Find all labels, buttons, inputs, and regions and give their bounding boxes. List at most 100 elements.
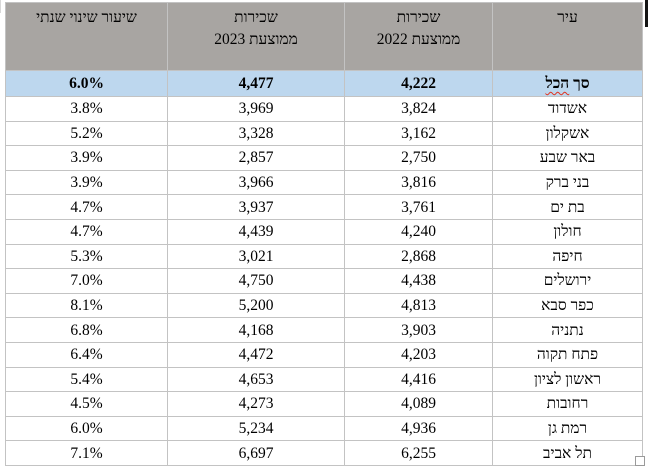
- total-rent-2023-cell[interactable]: 4,477: [167, 70, 345, 97]
- rent-2022-cell[interactable]: 2,868: [344, 243, 493, 270]
- table-row: רחובות 4,089 4,273 4.5%: [5, 391, 643, 417]
- rent-2022-cell[interactable]: 4,813: [344, 292, 493, 319]
- annual-change-cell[interactable]: 5.4%: [5, 366, 168, 393]
- city-cell[interactable]: כפר סבא: [492, 292, 643, 319]
- city-cell[interactable]: בת ים: [492, 194, 643, 220]
- rent-2023-cell[interactable]: 6,697: [167, 440, 345, 466]
- col-header-rent-2023[interactable]: שכירות ממוצעת 2023: [167, 2, 345, 71]
- col-header-city-label: עיר: [557, 9, 578, 26]
- rent-2023-cell[interactable]: 2,857: [167, 145, 345, 171]
- rent-2022-cell[interactable]: 2,750: [344, 145, 493, 171]
- rent-2023-cell[interactable]: 5,234: [167, 415, 345, 442]
- annual-change-cell[interactable]: 6.8%: [5, 317, 168, 343]
- table-row: נתניה 3,903 4,168 6.8%: [5, 317, 643, 343]
- rent-2023-cell[interactable]: 4,168: [167, 317, 345, 343]
- table-row: תל אביב 6,255 6,697 7.1%: [5, 440, 643, 466]
- rent-2022-cell[interactable]: 4,936: [344, 415, 493, 442]
- col-header-annual-change[interactable]: שיעור שינוי שנתי: [5, 2, 168, 71]
- table-row: רמת גן 4,936 5,234 6.0%: [5, 415, 643, 442]
- city-cell[interactable]: בני ברק: [492, 169, 643, 196]
- rent-2022-cell[interactable]: 4,203: [344, 341, 493, 368]
- total-row: סך הכל 4,222 4,477 6.0%: [5, 70, 643, 97]
- table-row: אשדוד 3,824 3,969 3.8%: [5, 96, 643, 122]
- rent-2022-cell[interactable]: 4,438: [344, 268, 493, 294]
- total-label-spellchecked: הכל: [545, 75, 570, 92]
- col-header-rent-2022[interactable]: שכירות ממוצעת 2022: [344, 2, 493, 71]
- table-row: אשקלון 3,162 3,328 5.2%: [5, 120, 643, 147]
- table-row: בני ברק 3,816 3,966 3.9%: [5, 169, 643, 196]
- rent-2023-cell[interactable]: 3,937: [167, 194, 345, 220]
- rent-2022-cell[interactable]: 3,824: [344, 96, 493, 122]
- table-resize-handle[interactable]: [635, 456, 645, 466]
- col-header-rent-2023-line1: שכירות: [234, 9, 278, 26]
- table-row: חולון 4,240 4,439 4.7%: [5, 218, 643, 245]
- annual-change-cell[interactable]: 5.3%: [5, 243, 168, 270]
- table-row: בת ים 3,761 3,937 4.7%: [5, 194, 643, 220]
- annual-change-cell[interactable]: 4.7%: [5, 218, 168, 245]
- rent-2022-cell[interactable]: 3,903: [344, 317, 493, 343]
- rent-2022-cell[interactable]: 3,816: [344, 169, 493, 196]
- rent-2023-cell[interactable]: 4,439: [167, 218, 345, 245]
- rent-2022-cell[interactable]: 3,162: [344, 120, 493, 147]
- annual-change-cell[interactable]: 8.1%: [5, 292, 168, 319]
- total-rent-2022-cell[interactable]: 4,222: [344, 70, 493, 97]
- annual-change-cell[interactable]: 7.1%: [5, 440, 168, 466]
- col-header-rent-2022-line1: שכירות: [396, 9, 441, 26]
- table-row: ראשון לציון 4,416 4,653 5.4%: [5, 366, 643, 393]
- header-row: עיר שכירות ממוצעת 2022 שכירות ממוצעת 202…: [5, 2, 643, 71]
- rent-2022-cell[interactable]: 3,761: [344, 194, 493, 220]
- table-row: ירושלים 4,438 4,750 7.0%: [5, 268, 643, 294]
- annual-change-cell[interactable]: 3.9%: [5, 145, 168, 171]
- rent-comparison-table: עיר שכירות ממוצעת 2022 שכירות ממוצעת 202…: [5, 2, 643, 466]
- city-cell[interactable]: נתניה: [492, 317, 643, 343]
- annual-change-cell[interactable]: 7.0%: [5, 268, 168, 294]
- rent-2022-cell[interactable]: 4,089: [344, 391, 493, 417]
- city-cell[interactable]: אשקלון: [492, 120, 643, 147]
- city-cell[interactable]: ראשון לציון: [492, 366, 643, 393]
- table-body: סך הכל 4,222 4,477 6.0% אשדוד 3,824 3,969 3.8% א…: [5, 70, 643, 466]
- col-header-city[interactable]: עיר: [492, 2, 643, 71]
- rent-2022-cell[interactable]: 4,240: [344, 218, 493, 245]
- table-header: עיר שכירות ממוצעת 2022 שכירות ממוצעת 202…: [5, 2, 643, 71]
- city-cell[interactable]: באר שבע: [492, 145, 643, 171]
- rent-2023-cell[interactable]: 3,966: [167, 169, 345, 196]
- rent-2023-cell[interactable]: 4,273: [167, 391, 345, 417]
- annual-change-cell[interactable]: 6.0%: [5, 415, 168, 442]
- table-row: באר שבע 2,750 2,857 3.9%: [5, 145, 643, 171]
- total-city-cell[interactable]: סך הכל: [492, 70, 643, 97]
- rent-2023-cell[interactable]: 3,021: [167, 243, 345, 270]
- city-cell[interactable]: חולון: [492, 218, 643, 245]
- table-row: חיפה 2,868 3,021 5.3%: [5, 243, 643, 270]
- rent-2023-cell[interactable]: 4,653: [167, 366, 345, 393]
- city-cell[interactable]: פתח תקוה: [492, 341, 643, 368]
- rent-2022-cell[interactable]: 6,255: [344, 440, 493, 466]
- page-edge-mark: [0, 0, 1, 13]
- total-label-prefix: סך: [569, 75, 590, 92]
- text-cursor-mark: [645, 0, 648, 27]
- city-cell[interactable]: רחובות: [492, 391, 643, 417]
- annual-change-cell[interactable]: 6.4%: [5, 341, 168, 368]
- city-cell[interactable]: רמת גן: [492, 415, 643, 442]
- table-row: כפר סבא 4,813 5,200 8.1%: [5, 292, 643, 319]
- annual-change-cell[interactable]: 4.5%: [5, 391, 168, 417]
- total-annual-change-cell[interactable]: 6.0%: [5, 70, 168, 97]
- rent-2023-cell[interactable]: 4,472: [167, 341, 345, 368]
- city-cell[interactable]: אשדוד: [492, 96, 643, 122]
- annual-change-cell[interactable]: 4.7%: [5, 194, 168, 220]
- table-row: פתח תקוה 4,203 4,472 6.4%: [5, 341, 643, 368]
- col-header-annual-change-label: שיעור שינוי שנתי: [36, 9, 137, 26]
- rent-2023-cell[interactable]: 3,969: [167, 96, 345, 122]
- rent-2023-cell[interactable]: 3,328: [167, 120, 345, 147]
- col-header-rent-2023-line2: ממוצעת 2023: [214, 31, 298, 48]
- annual-change-cell[interactable]: 5.2%: [5, 120, 168, 147]
- rent-2023-cell[interactable]: 4,750: [167, 268, 345, 294]
- rent-2022-cell[interactable]: 4,416: [344, 366, 493, 393]
- annual-change-cell[interactable]: 3.8%: [5, 96, 168, 122]
- city-cell[interactable]: ירושלים: [492, 268, 643, 294]
- annual-change-cell[interactable]: 3.9%: [5, 169, 168, 196]
- col-header-rent-2022-line2: ממוצעת 2022: [376, 31, 461, 48]
- rent-2023-cell[interactable]: 5,200: [167, 292, 345, 319]
- city-cell[interactable]: תל אביב: [492, 440, 643, 466]
- city-cell[interactable]: חיפה: [492, 243, 643, 270]
